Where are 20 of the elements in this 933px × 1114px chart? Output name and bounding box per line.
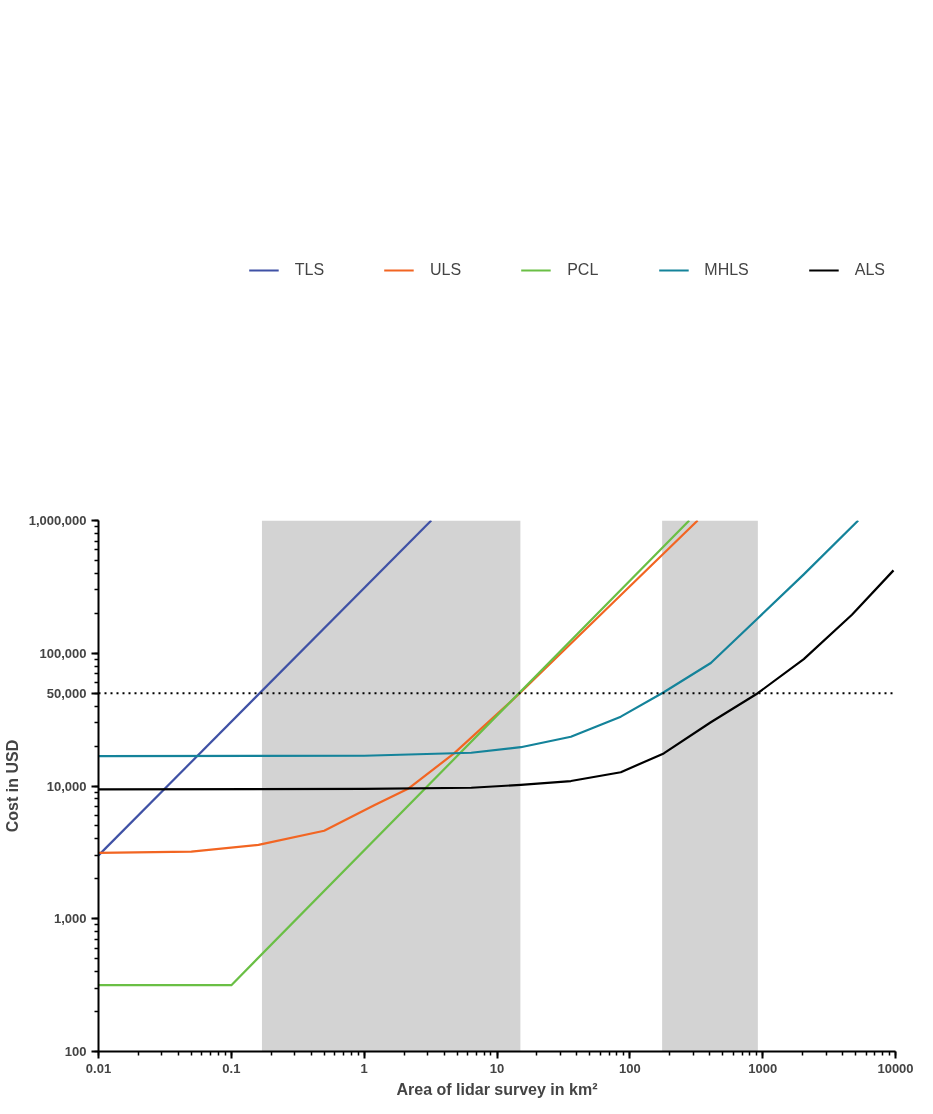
y-tick-label: 100,000 [39, 645, 87, 661]
x-tick-label: 1000 [748, 1060, 778, 1076]
x-tick-label: 10000 [877, 1060, 914, 1076]
x-tick-label: 0.01 [85, 1060, 112, 1076]
legend-label: MHLS [704, 261, 749, 279]
legend-label: ALS [854, 261, 885, 279]
y-tick-label: 1,000 [53, 911, 87, 927]
x-tick-label: 10 [489, 1060, 505, 1076]
y-tick-label: 10,000 [46, 778, 87, 794]
y-tick-label: 50,000 [46, 685, 87, 701]
y-axis-title: Cost in USD [3, 739, 21, 833]
x-axis-title: Area of lidar survey in km² [396, 1080, 598, 1098]
x-tick-label: 0.1 [222, 1060, 241, 1076]
x-tick-label: 1 [360, 1060, 368, 1076]
legend-label: TLS [294, 261, 325, 279]
legend-label: ULS [430, 261, 462, 279]
y-tick-label: 100 [64, 1044, 87, 1059]
x-tick-label: 100 [618, 1060, 641, 1076]
y-tick-label: 1,000,000 [28, 513, 87, 528]
legend-label: PCL [567, 261, 599, 279]
